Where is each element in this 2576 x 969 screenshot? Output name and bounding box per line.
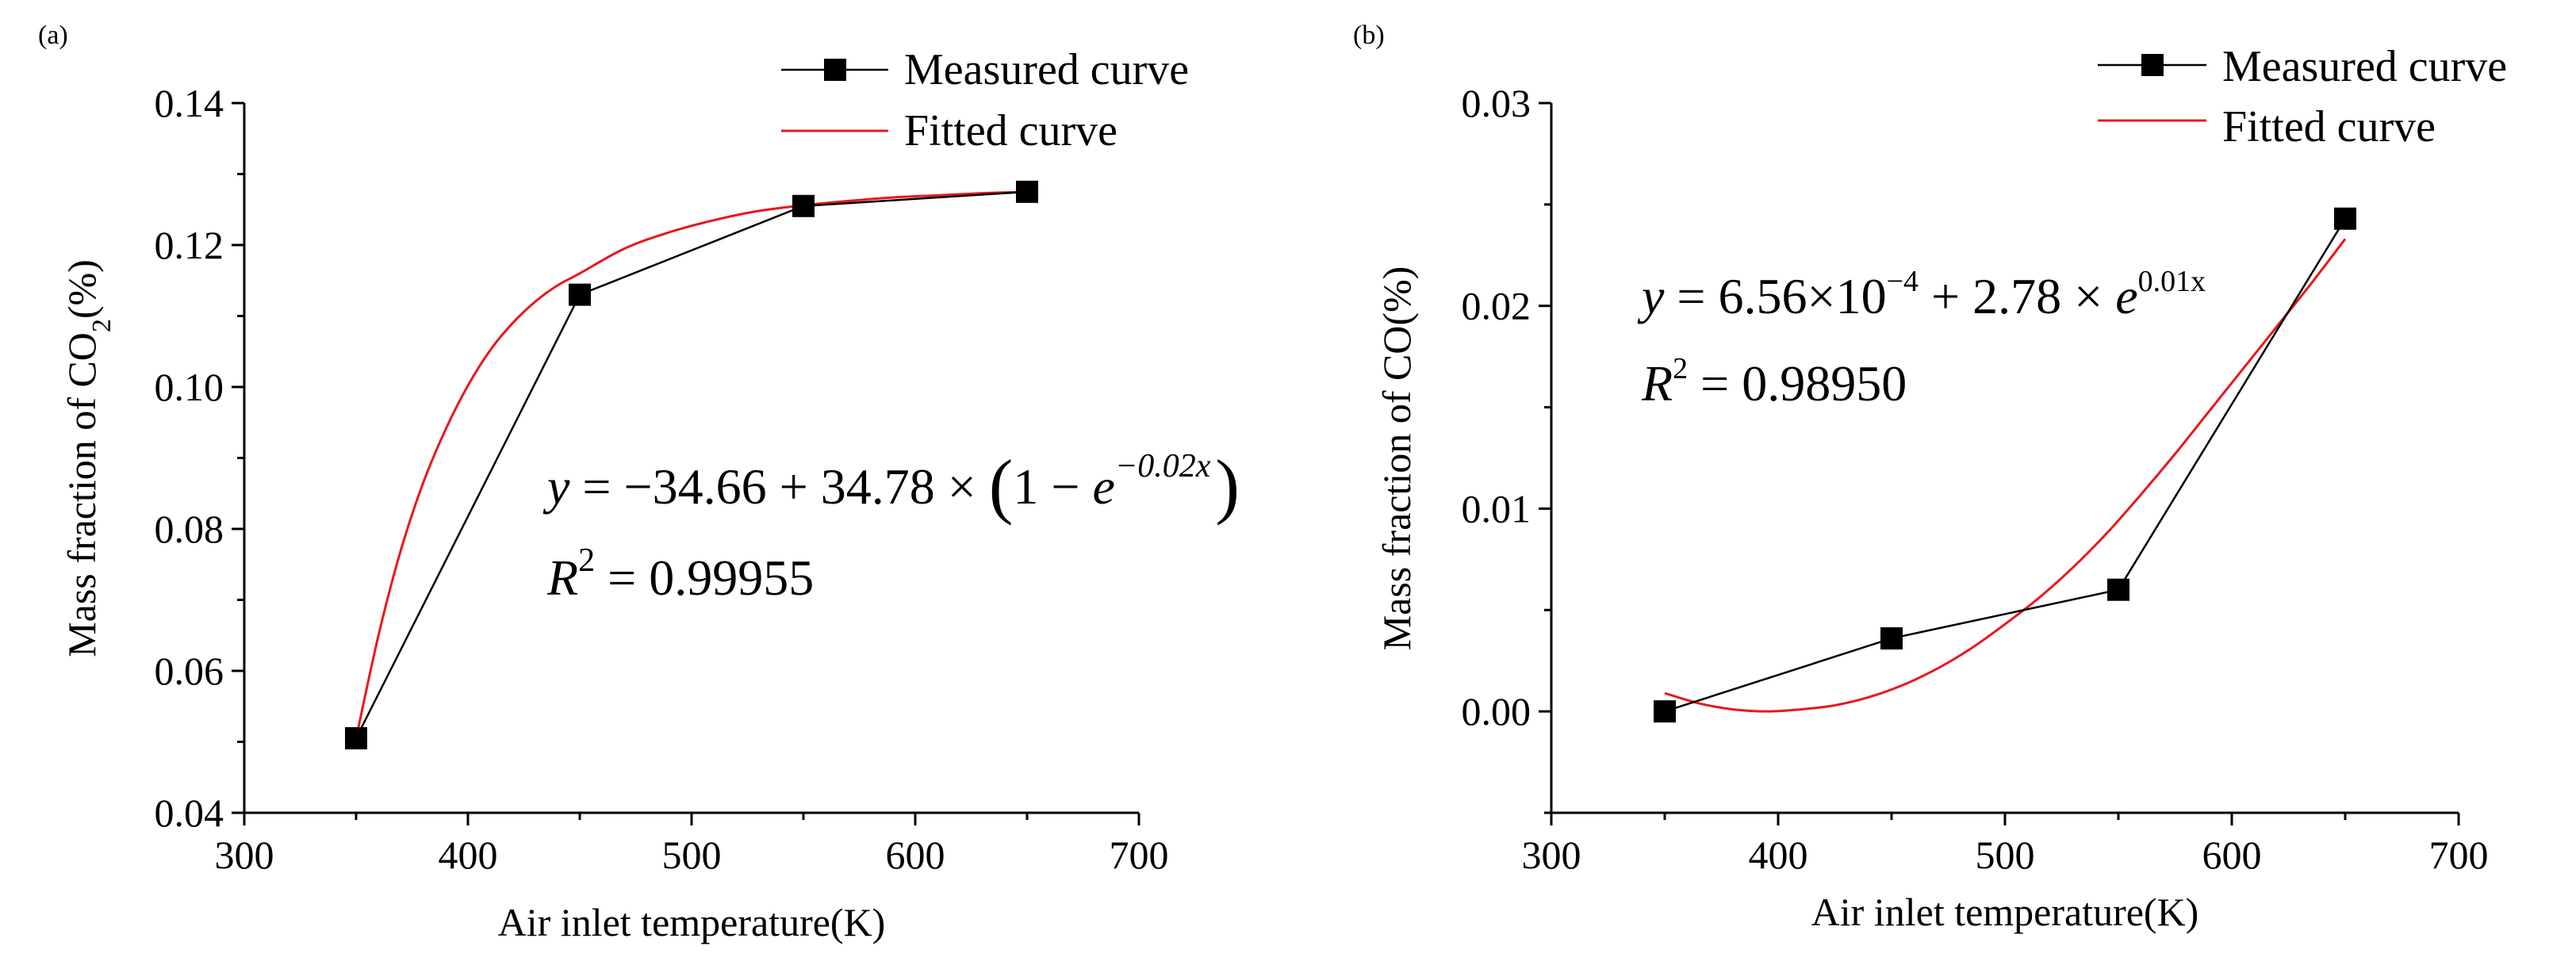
panel-a-fitted-curve <box>355 190 1028 739</box>
panel-b-eq-exp1: −4 <box>1887 265 1919 298</box>
y-tick-label: 0.04 <box>155 791 224 835</box>
panel-a-r2-R: R <box>546 550 578 606</box>
panel-b-eq-body: = 6.56×10 <box>1664 268 1886 324</box>
panel-b-equation: y = 6.56×10−4 + 2.78 × e0.01x <box>1637 265 2206 324</box>
panel-a-eq-e: e <box>1093 458 1115 515</box>
x-tick-label: 400 <box>1749 833 1808 877</box>
panel-b-y-ticks: 0.00 0.01 0.02 0.03 <box>1462 81 1551 814</box>
panel-a-r2-value: = 0.99955 <box>595 550 814 606</box>
panel-a-y-axis-title-prefix: Mass fraction of CO <box>59 332 104 657</box>
y-tick-label: 0.00 <box>1462 689 1531 733</box>
panel-a-legend: Measured curve Fitted curve <box>781 45 1189 155</box>
panel-a-y-axis-title-suffix: (%) <box>59 259 104 319</box>
x-tick-label: 700 <box>1110 833 1169 877</box>
x-tick-label: 400 <box>439 833 498 877</box>
panel-a-legend-measured-marker <box>824 59 846 81</box>
panel-a-y-axis-title: Mass fraction of CO2(%) <box>59 259 117 657</box>
measured-point <box>1654 700 1676 723</box>
panel-a-y-axis-title-subscript: 2 <box>87 319 117 332</box>
y-tick-label: 0.08 <box>155 507 224 551</box>
panel-b-fitted-curve <box>1664 238 2347 713</box>
panel-a-legend-measured-label: Measured curve <box>904 45 1189 94</box>
measured-point <box>345 727 367 750</box>
x-tick-label: 600 <box>886 833 945 877</box>
panel-a-eq-body: = −34.66 + 34.78 × <box>569 458 988 515</box>
panel-b-r2: R2 = 0.98950 <box>1641 352 1907 412</box>
x-tick-label: 500 <box>1976 833 2035 877</box>
y-tick-label: 0.14 <box>155 81 224 125</box>
panel-b-x-axis-title: Air inlet temperature(K) <box>1811 890 2199 934</box>
panel-a-legend-fitted-label: Fitted curve <box>904 106 1117 155</box>
panel-a-r2-sup: 2 <box>578 542 595 579</box>
panel-b-eq-y: y <box>1637 268 1665 324</box>
y-tick-label: 0.02 <box>1462 284 1531 328</box>
panel-a-x-ticks: 300 400 500 600 700 <box>215 813 1169 877</box>
panel-a-measured-markers <box>345 180 1038 750</box>
panel-a-label: (a) <box>38 21 68 50</box>
panel-b-legend-measured-label: Measured curve <box>2222 42 2507 91</box>
y-tick-label: 0.10 <box>155 365 224 409</box>
panel-b-r2-R: R <box>1641 355 1673 412</box>
panel-b-measured-line <box>1664 218 2347 713</box>
panel-a-measured-line <box>355 190 1028 739</box>
measured-point <box>1880 627 1903 650</box>
panel-a-eq-lparen: ( <box>989 445 1014 526</box>
panel-b-legend-measured-marker <box>2141 54 2164 76</box>
panel-a-x-axis-title: Air inlet temperature(K) <box>498 900 886 944</box>
measured-point <box>1016 180 1038 203</box>
x-tick-label: 500 <box>662 833 722 877</box>
panel-b-legend-fitted-label: Fitted curve <box>2222 102 2436 151</box>
panel-a: (a) 300 400 500 600 700 0.04 0.06 0.08 0.10 0.12… <box>38 21 1240 944</box>
panel-a-equation: y = −34.66 + 34.78 × (1 − e−0.02x) <box>542 445 1240 526</box>
panel-b-eq-mid: + 2.78 × <box>1919 268 2115 324</box>
panel-b-r2-sup: 2 <box>1673 352 1688 385</box>
measured-point <box>569 283 591 306</box>
panel-a-r2: R2 = 0.99955 <box>546 542 814 606</box>
measured-point <box>2334 207 2356 230</box>
panel-a-eq-rparen: ) <box>1215 445 1240 526</box>
panel-b-y-axis-title: Mass fraction of CO(%) <box>1374 266 1419 651</box>
panel-a-eq-y: y <box>542 458 570 515</box>
panel-a-y-ticks: 0.04 0.06 0.08 0.10 0.12 0.14 <box>155 81 244 835</box>
panel-a-eq-exponent: −0.02x <box>1115 448 1211 484</box>
panel-b-legend: Measured curve Fitted curve <box>2098 42 2507 151</box>
x-tick-label: 700 <box>2429 833 2489 877</box>
panel-b-eq-e: e <box>2115 268 2137 324</box>
x-tick-label: 300 <box>1522 833 1581 877</box>
measured-point <box>792 194 815 217</box>
panel-b-x-ticks: 300 400 500 600 700 <box>1522 813 2489 877</box>
y-tick-label: 0.06 <box>155 649 224 693</box>
panel-a-eq-one: 1 − <box>1013 458 1092 515</box>
panel-b-r2-value: = 0.98950 <box>1688 355 1907 412</box>
panel-b-measured-markers <box>1654 207 2356 723</box>
y-tick-label: 0.03 <box>1462 81 1531 125</box>
panel-b-eq-exp2: 0.01x <box>2138 265 2206 298</box>
panel-b-label: (b) <box>1353 21 1385 50</box>
y-tick-label: 0.12 <box>155 223 224 267</box>
x-tick-label: 300 <box>215 833 274 877</box>
x-tick-label: 600 <box>2202 833 2262 877</box>
y-tick-label: 0.01 <box>1462 486 1531 530</box>
measured-point <box>2107 578 2129 601</box>
panel-b: (b) 300 400 500 600 700 0.00 0.01 0.02 0.03 Air… <box>1353 21 2507 934</box>
